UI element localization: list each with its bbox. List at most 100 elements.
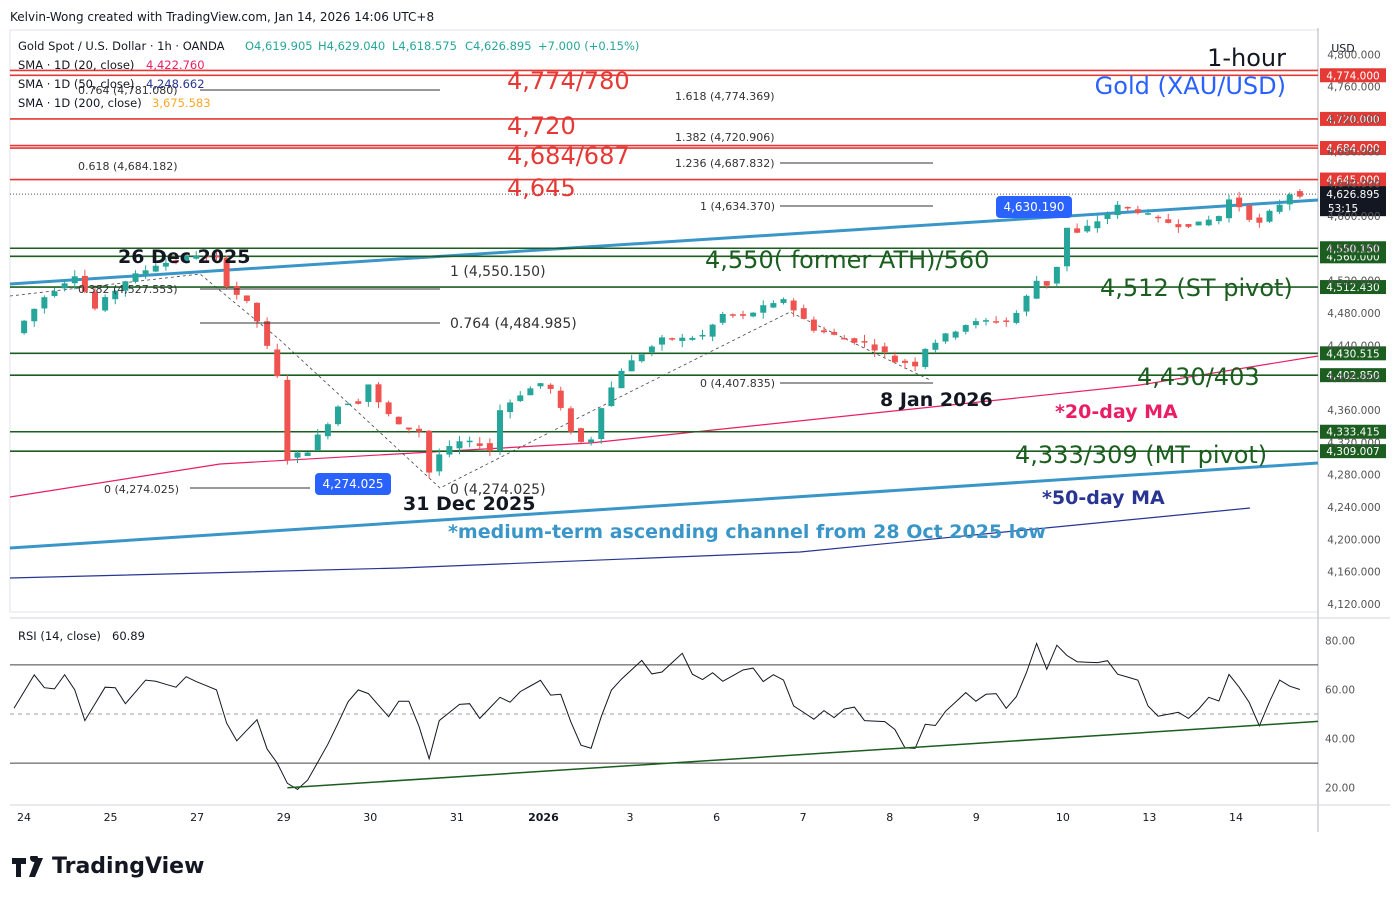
- price-axis[interactable]: 4,774.000 4,720.000 4,684.000 4,645.000 4,56…: [1320, 42, 1386, 611]
- candle-body: [1256, 217, 1263, 223]
- candle-body: [162, 262, 169, 267]
- candle-body: [81, 275, 88, 292]
- candle-body: [92, 291, 98, 309]
- price-tag: [1320, 346, 1386, 361]
- candle-body: [21, 320, 28, 334]
- tradingview-brand[interactable]: TradingView: [12, 854, 204, 879]
- grid: [9, 28, 1390, 832]
- x-tick-label: 27: [190, 811, 204, 824]
- x-tick-label: 6: [713, 811, 720, 824]
- y-tick-label: 4,600.000: [1327, 211, 1380, 223]
- candle-body: [355, 401, 362, 404]
- candle-body: [122, 281, 129, 291]
- legend-symbol: Gold Spot / U.S. Dollar · 1h · OANDA: [18, 39, 225, 53]
- candle-body: [557, 390, 564, 408]
- price-tag-label: 4,684.000: [1326, 143, 1379, 155]
- candle-body: [669, 338, 676, 340]
- candle-body: [1175, 224, 1182, 228]
- candle-body: [304, 452, 311, 456]
- candle-body: [274, 349, 281, 377]
- candle-body: [1094, 221, 1101, 229]
- countdown-label: 53:15: [1328, 203, 1358, 215]
- annotation-dec31: 31 Dec 2025: [403, 493, 535, 515]
- candle-body: [41, 297, 48, 309]
- candle-body: [567, 408, 574, 432]
- attribution: Kelvin-Wong created with TradingView.com…: [10, 10, 435, 24]
- x-tick-label: 24: [17, 811, 31, 824]
- chart-instrument-title: Gold (XAU/USD): [1095, 72, 1286, 100]
- fib-label: 1 (4,550.150): [450, 264, 546, 280]
- candle-body: [375, 384, 382, 403]
- candle-body: [821, 330, 827, 333]
- time-axis[interactable]: 24 25 27 29 30 31 2026 3 6 7 8 9 10 13 14: [17, 811, 1243, 824]
- candle-body: [1114, 204, 1121, 216]
- candle-body: [193, 255, 200, 259]
- candle-body: [578, 428, 584, 442]
- candle-body: [740, 314, 746, 316]
- candle-body: [608, 387, 615, 407]
- x-tick-label: 9: [973, 811, 980, 824]
- legend-sma50-value: 4,248.662: [146, 77, 205, 91]
- legend-sma20-label: SMA · 1D (20, close): [18, 58, 134, 72]
- rsi-tick-label: 60.00: [1325, 684, 1355, 696]
- candle-body: [1023, 295, 1030, 312]
- candle-body: [922, 348, 929, 368]
- candle-body: [790, 300, 797, 311]
- candle-body: [324, 424, 331, 437]
- y-tick-label: 4,560.000: [1327, 243, 1380, 255]
- candle-body: [284, 379, 291, 461]
- x-tick-label: 30: [363, 811, 377, 824]
- candle-body: [1155, 216, 1162, 219]
- legend-sma50-label: SMA · 1D (50, close): [18, 77, 134, 91]
- candle-body: [952, 331, 959, 338]
- candle-body: [1236, 197, 1243, 208]
- candle-body: [335, 406, 341, 425]
- candle-body: [800, 308, 807, 319]
- candle-body: [517, 395, 524, 402]
- y-tick-label: 4,440.000: [1327, 340, 1380, 352]
- candle-body: [233, 286, 240, 295]
- rsi-trendline: [287, 720, 1319, 789]
- x-tick-label: 25: [104, 811, 118, 824]
- candle-body: [112, 290, 119, 300]
- candle-body: [891, 355, 898, 363]
- currency-label: USD: [1331, 42, 1355, 55]
- fib-label: 1.618 (4,774.369): [675, 90, 775, 103]
- candle-body: [486, 443, 493, 451]
- y-tick-label: 4,640.000: [1327, 179, 1380, 191]
- level-label: 4,684/687: [507, 142, 630, 170]
- candle-body: [1064, 227, 1070, 267]
- y-tick-label: 4,680.000: [1327, 146, 1380, 158]
- rsi-line: [13, 642, 1301, 791]
- annotation-ma50: *50-day MA: [1042, 487, 1165, 509]
- fib-label: 1.382 (4,720.906): [675, 131, 775, 144]
- candle-body: [254, 302, 260, 322]
- fib-label: 0 (4,407.835): [700, 377, 775, 390]
- legend-change: +7.000 (+0.15%): [538, 39, 639, 53]
- candle-body: [1215, 216, 1222, 222]
- price-tag-label: 4,309.007: [1326, 446, 1379, 458]
- candle-body: [51, 291, 58, 296]
- price-tag: [1320, 141, 1386, 156]
- x-tick-label: 10: [1056, 811, 1070, 824]
- x-tick-label: 31: [450, 811, 464, 824]
- candle-body: [183, 255, 190, 261]
- legend-open: O4,619.905: [245, 39, 313, 53]
- y-tick-label: 4,160.000: [1327, 567, 1380, 579]
- legend-sma200-label: SMA · 1D (200, close): [18, 96, 142, 110]
- candle-body: [507, 402, 514, 413]
- candle-body: [1084, 225, 1091, 232]
- candle-body: [456, 441, 463, 449]
- candle-body: [648, 346, 655, 353]
- candle-body: [294, 452, 301, 458]
- fib-label: 0 (4,274.025): [450, 482, 546, 498]
- ma50-line: [9, 507, 1251, 579]
- y-tick-label: 4,280.000: [1327, 470, 1380, 482]
- candle-body: [770, 303, 777, 308]
- x-tick-label: 8: [886, 811, 893, 824]
- candle-body: [1134, 209, 1141, 214]
- annotation-ma20: *20-day MA: [1055, 401, 1178, 423]
- level-label: 4,550( former ATH)/560: [705, 246, 989, 274]
